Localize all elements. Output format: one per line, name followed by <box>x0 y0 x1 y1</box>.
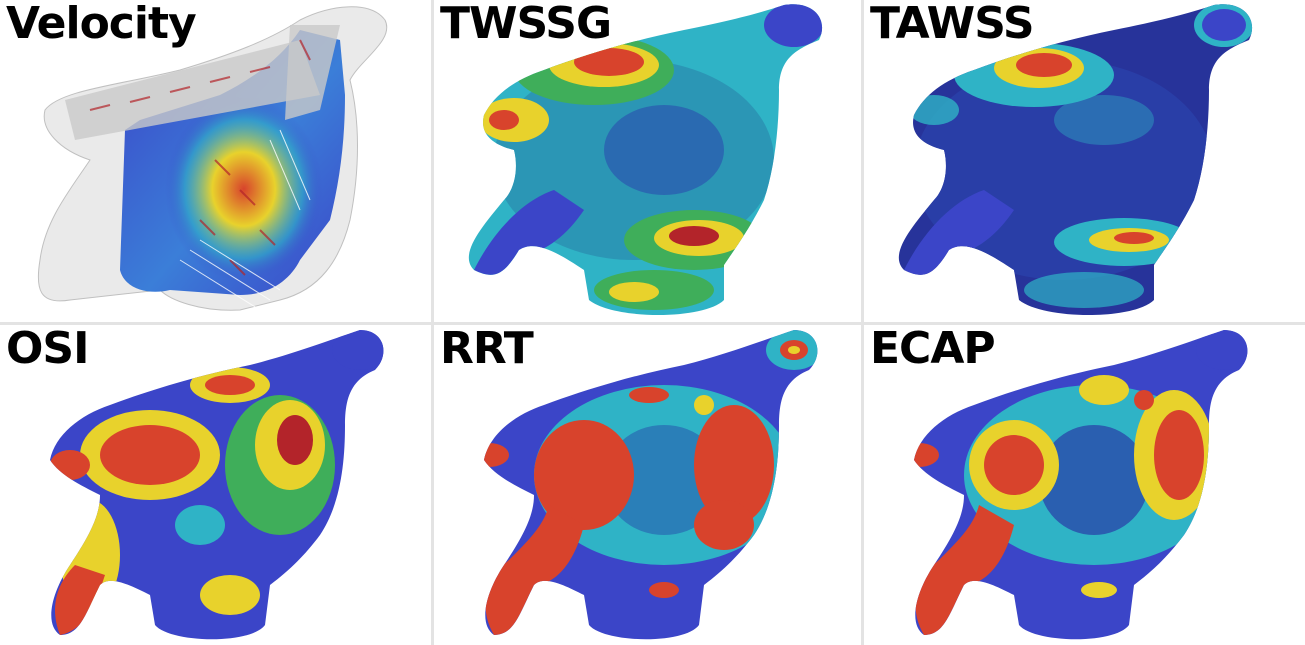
panel-rrt: RRT <box>434 325 861 645</box>
panel-ecap: ECAP <box>864 325 1305 645</box>
panel-tawss: TAWSS <box>864 0 1305 322</box>
panel-label: Velocity <box>6 0 197 49</box>
osi-rendering <box>50 330 384 640</box>
panel-label: TWSSG <box>440 0 612 49</box>
panel-label: OSI <box>6 325 89 374</box>
ecap-rendering <box>914 330 1248 640</box>
panel-twssg: TWSSG <box>434 0 861 322</box>
panel-velocity: Velocity <box>0 0 431 322</box>
divider-horizontal <box>0 322 1305 325</box>
panel-label: RRT <box>440 325 534 374</box>
panel-label: TAWSS <box>870 0 1035 49</box>
rrt-rendering <box>484 330 818 640</box>
tawss-rendering <box>898 4 1253 316</box>
velocity-rendering <box>37 6 388 311</box>
twssg-rendering <box>468 4 823 316</box>
panel-label: ECAP <box>870 325 996 374</box>
panel-osi: OSI <box>0 325 431 645</box>
